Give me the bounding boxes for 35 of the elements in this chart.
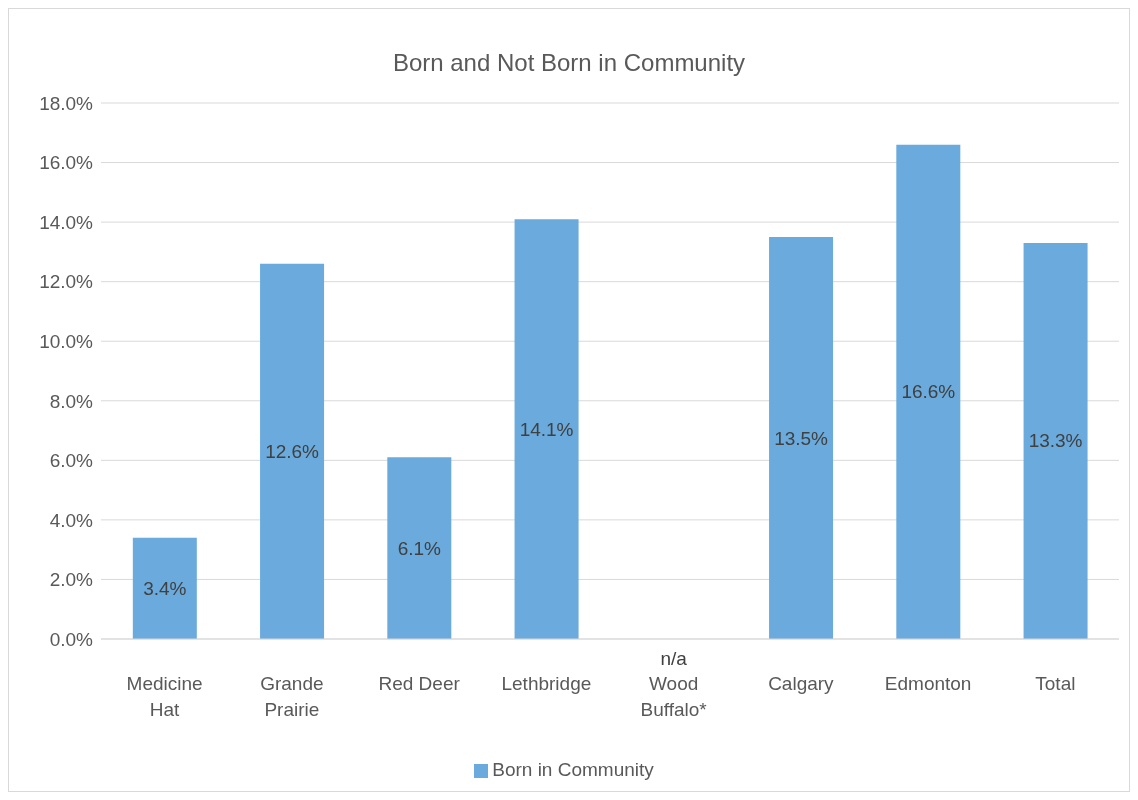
x-tick-label: Total	[1035, 673, 1076, 695]
bar	[769, 237, 834, 639]
y-tick-label: 14.0%	[39, 211, 94, 233]
y-tick-label: 12.0%	[39, 271, 94, 293]
x-tick-label: Wood Buffalo*	[640, 673, 708, 721]
x-tick-label: Edmonton	[884, 673, 972, 695]
data-label: 14.1%	[519, 418, 574, 440]
y-tick-label: 10.0%	[39, 330, 94, 352]
data-label: 12.6%	[265, 440, 320, 462]
bar	[896, 144, 961, 639]
y-tick-label: 16.0%	[39, 152, 94, 174]
x-tick-label: Grande Prairie	[260, 673, 324, 721]
x-tick-label: Calgary	[768, 673, 835, 695]
x-tick-label: Medicine Hat	[126, 673, 203, 721]
y-tick-label: 4.0%	[49, 509, 94, 531]
y-tick-label: 2.0%	[49, 569, 94, 591]
data-label: 16.6%	[901, 381, 956, 403]
chart-title: Born and Not Born in Community	[391, 48, 747, 78]
bar	[387, 457, 452, 639]
data-label: 13.3%	[1028, 430, 1083, 452]
data-label: 6.1%	[397, 537, 442, 559]
bar	[514, 219, 579, 639]
bar	[132, 537, 197, 639]
y-tick-label: 6.0%	[49, 450, 94, 472]
x-tick-label: Lethbridge	[501, 673, 592, 695]
bar	[1023, 242, 1088, 639]
y-tick-label: 18.0%	[39, 92, 94, 114]
legend-label: Born in Community	[492, 759, 654, 780]
data-label: 3.4%	[143, 577, 187, 599]
y-tick-label: 8.0%	[49, 390, 94, 412]
text: n/a	[660, 647, 687, 669]
data-label: 13.5%	[774, 427, 829, 449]
y-tick-label: 0.0%	[49, 628, 94, 650]
bar	[260, 263, 325, 639]
x-tick-label: Red Deer	[378, 673, 461, 695]
